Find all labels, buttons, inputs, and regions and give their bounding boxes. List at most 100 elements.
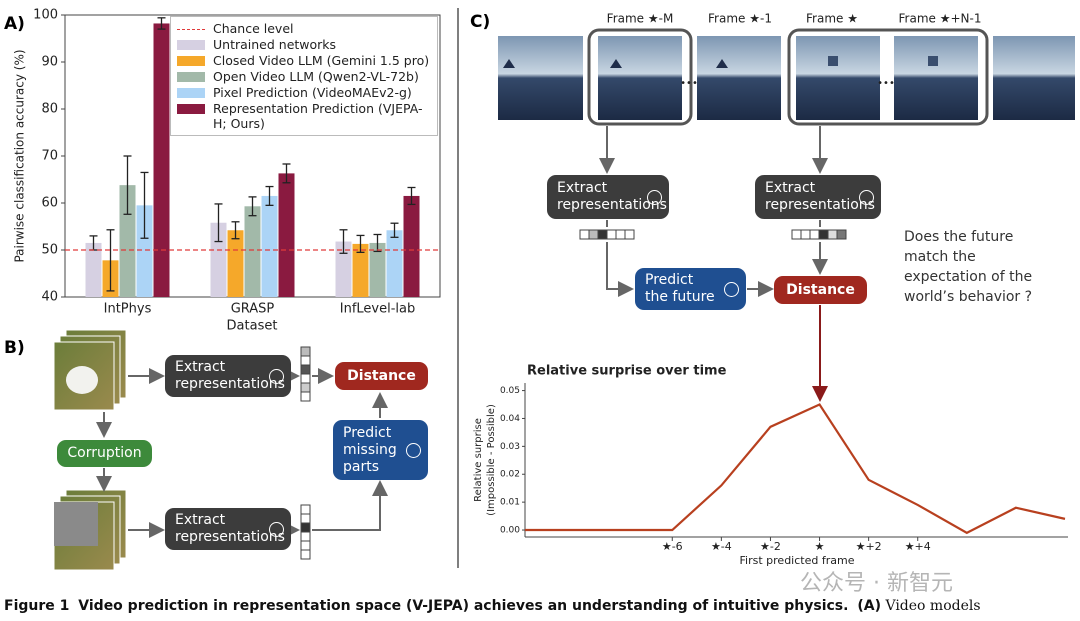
arrows xyxy=(96,368,388,538)
y-tick-label: 60 xyxy=(41,196,58,211)
bar xyxy=(278,173,295,297)
legend-swatch xyxy=(177,104,205,114)
y-tick-label: 0.01 xyxy=(500,498,520,508)
x-axis-label: Dataset xyxy=(227,319,278,334)
error-bar xyxy=(140,171,149,239)
svg-text:•••: ••• xyxy=(877,78,895,89)
extract-box: Extract representations xyxy=(547,175,669,219)
legend-entry: Chance level xyxy=(177,21,431,36)
frame-label: Frame ★ xyxy=(806,12,858,26)
x-tick-label: ★+4 xyxy=(905,540,931,553)
y-tick-label: 90 xyxy=(41,55,58,70)
error-bar xyxy=(214,203,223,243)
panel-label: B) xyxy=(4,338,25,358)
bar xyxy=(119,185,136,297)
distance-box: Distance xyxy=(774,276,867,304)
caption-label: Figure 1 xyxy=(4,598,70,614)
extract-box: Extract representations xyxy=(165,355,291,397)
question-text: Does the future match the expectation of… xyxy=(904,229,1033,305)
legend-entry: Pixel Prediction (VideoMAEv2-g) xyxy=(177,85,431,100)
x-tick-label: ★ xyxy=(815,540,825,553)
bar xyxy=(227,230,244,297)
bar xyxy=(386,230,403,297)
line xyxy=(525,403,1066,535)
legend-label: Pixel Prediction (VideoMAEv2-g) xyxy=(213,85,412,100)
error-bar xyxy=(407,186,416,206)
corrupted-video xyxy=(53,489,127,571)
frame-label: Frame ★+N-1 xyxy=(899,12,982,26)
y-tick-label: 0.02 xyxy=(500,470,520,480)
error-bar xyxy=(339,229,348,254)
x-axis-label: First predicted frame xyxy=(740,554,855,567)
x-tick-label: ★+2 xyxy=(856,540,882,553)
y-tick-label: 0.04 xyxy=(500,414,520,424)
caption-panel: (A) xyxy=(857,598,881,614)
arrows-c xyxy=(599,126,828,402)
video-frames: ••• ••• xyxy=(498,28,1075,126)
chart-title: Relative surprise over time xyxy=(527,364,727,379)
predict-box: Predict missing parts xyxy=(333,420,428,480)
error-bar xyxy=(282,163,291,184)
frame-label: Frame ★-1 xyxy=(708,12,772,26)
bar xyxy=(261,195,278,297)
y-tick-label: 0.05 xyxy=(500,386,520,396)
y-tick-label: 70 xyxy=(41,149,58,164)
bar xyxy=(335,241,352,297)
corruption-box: Corruption xyxy=(57,440,152,467)
error-bar xyxy=(373,233,382,253)
tokens xyxy=(300,346,311,560)
y-tick-label: 0.03 xyxy=(500,442,520,452)
legend-swatch xyxy=(177,29,205,30)
x-tick-label: GRASP xyxy=(231,302,275,317)
legend-label: Chance level xyxy=(213,21,294,36)
y-tick-label: 50 xyxy=(41,243,58,258)
legend-swatch xyxy=(177,56,205,66)
watermark: 公众号 · 新智元 xyxy=(800,571,953,596)
y-tick-label: 80 xyxy=(41,102,58,117)
y-tick-label: 0.00 xyxy=(500,526,520,536)
legend-entry: Representation Prediction (VJEPA-H; Ours… xyxy=(177,101,431,131)
error-bar xyxy=(265,185,274,207)
bar xyxy=(403,195,420,297)
bar xyxy=(85,242,102,297)
y-tick-label: 100 xyxy=(33,8,58,23)
error-bar xyxy=(106,229,115,292)
svg-text:•••: ••• xyxy=(680,78,698,89)
error-bar xyxy=(356,234,365,254)
error-bar xyxy=(123,155,132,215)
extract-box: Extract representations xyxy=(755,175,881,219)
x-tick-label: ★-2 xyxy=(760,540,781,553)
bar xyxy=(352,243,369,297)
bar xyxy=(153,23,170,298)
y-tick-label: 40 xyxy=(41,290,58,305)
legend-entry: Untrained networks xyxy=(177,37,431,52)
caption-text: Video models xyxy=(885,598,981,614)
tokens-c xyxy=(579,229,847,240)
x-tick-label: IntPhys xyxy=(104,302,152,317)
x-tick-label: ★-4 xyxy=(711,540,732,553)
extract-box: Extract representations xyxy=(165,508,291,550)
legend-swatch xyxy=(177,88,205,98)
panel-label: C) xyxy=(470,12,491,32)
legend: Chance level Untrained networks Closed Vid… xyxy=(170,16,438,136)
error-bar xyxy=(157,17,166,30)
legend-label: Representation Prediction (VJEPA-H; Ours… xyxy=(213,101,423,131)
y-axis-label: Pairwise classification accuracy (%) xyxy=(13,49,27,262)
legend-label: Open Video LLM (Qwen2-VL-72b) xyxy=(213,69,419,84)
error-bar xyxy=(231,221,240,240)
frame-label: Frame ★-M xyxy=(607,12,674,26)
panel-label: A) xyxy=(4,14,25,34)
x-tick-label: InfLevel-lab xyxy=(340,302,416,317)
legend-label: Untrained networks xyxy=(213,37,337,52)
input-video xyxy=(53,329,127,411)
bar xyxy=(369,242,386,297)
legend-swatch xyxy=(177,72,205,82)
error-bar xyxy=(248,196,257,217)
distance-box: Distance xyxy=(335,362,428,390)
x-tick-label: ★-6 xyxy=(662,540,683,553)
bar xyxy=(136,205,153,297)
predict-box: Predict the future xyxy=(635,268,746,310)
legend-entry: Open Video LLM (Qwen2-VL-72b) xyxy=(177,69,431,84)
bar xyxy=(244,206,261,297)
